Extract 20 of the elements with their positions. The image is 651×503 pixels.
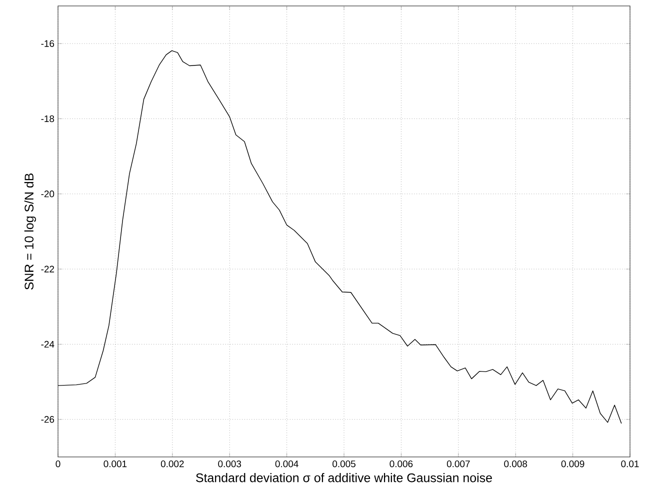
line-series	[58, 50, 622, 424]
y-tick-label: -22	[41, 266, 54, 272]
x-tick-label: 0.009	[561, 460, 584, 468]
x-tick-label: 0.008	[504, 460, 528, 468]
x-tick-label: 0.01	[621, 460, 639, 468]
x-tick-label: 0	[56, 460, 60, 468]
y-tick-label: -24	[41, 340, 54, 348]
x-tick-label: 0.001	[104, 460, 127, 468]
x-tick-label: 0.004	[275, 460, 298, 468]
y-tick-label: -16	[41, 40, 54, 47]
x-tick-label: 0.006	[390, 460, 413, 468]
x-tick-label: 0.003	[218, 460, 242, 468]
y-tick-label: -26	[41, 416, 54, 423]
y-tick-label: -20	[41, 190, 54, 198]
x-tick-label: 0.002	[160, 460, 184, 468]
x-tick-label: 0.007	[446, 460, 470, 468]
y-tick-label: -18	[41, 115, 54, 122]
x-tick-label: 0.005	[332, 460, 356, 468]
x-axis-title: Standard deviation σ of additive white Gaussian noise	[196, 473, 492, 482]
y-axis-title: SNR = 10 log S/N dB	[24, 173, 36, 290]
